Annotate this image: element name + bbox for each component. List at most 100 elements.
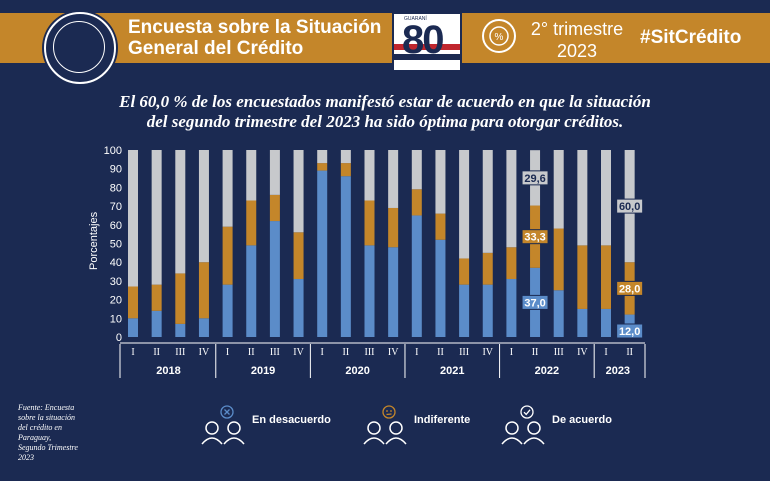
bar-desacuerdo <box>601 308 611 337</box>
bar-indiferente <box>459 258 470 285</box>
bar-desacuerdo <box>459 284 470 337</box>
x-tick-label: I <box>510 347 513 358</box>
y-tick-label: 0 <box>116 332 122 344</box>
neutral-face-icon <box>382 405 396 419</box>
y-tick-label: 20 <box>110 295 122 307</box>
year-label: 2022 <box>535 365 559 377</box>
title-line-2: General del Crédito <box>128 38 304 59</box>
bar-de-acuerdo <box>411 150 422 190</box>
bar-desacuerdo <box>151 310 162 337</box>
bar-desacuerdo <box>482 284 493 337</box>
x-tick-label: I <box>415 347 418 358</box>
x-tick-label: III <box>175 347 185 358</box>
x-tick-label: II <box>626 347 633 358</box>
bar-de-acuerdo <box>198 150 209 263</box>
bar-de-acuerdo <box>222 150 233 227</box>
bar-desacuerdo <box>506 279 517 337</box>
bar-de-acuerdo <box>482 150 493 253</box>
bar-desacuerdo <box>553 290 564 337</box>
data-label-box <box>521 170 549 186</box>
bar-desacuerdo <box>388 247 399 337</box>
x-tick-label: IV <box>388 347 399 358</box>
year-label: 2018 <box>156 365 180 377</box>
bar-desacuerdo <box>435 239 446 337</box>
bar-desacuerdo <box>175 323 186 337</box>
check-circle-icon <box>520 405 534 419</box>
bar-desacuerdo <box>577 308 588 337</box>
x-tick-label: I <box>321 347 324 358</box>
bar-de-acuerdo <box>175 150 186 274</box>
bar-desacuerdo <box>128 318 138 337</box>
bank-logo-ring <box>53 21 105 73</box>
anniversary-logo: GUARANÍ 80 <box>394 14 460 70</box>
y-tick-label: 70 <box>110 201 122 213</box>
bar-de-acuerdo <box>459 150 470 259</box>
bar-indiferente <box>175 273 186 324</box>
bar-indiferente <box>435 213 446 240</box>
data-label: 29,6 <box>524 173 545 185</box>
x-tick-label: II <box>437 347 444 358</box>
bar-de-acuerdo <box>246 150 257 201</box>
bar-desacuerdo <box>222 284 233 337</box>
year-label: 2019 <box>251 365 275 377</box>
y-tick-label: 50 <box>110 239 122 251</box>
anniversary-blue-stripe <box>394 54 460 60</box>
x-tick-label: II <box>343 347 350 358</box>
bar-desacuerdo <box>198 318 209 337</box>
data-label: 60,0 <box>619 201 640 213</box>
period-quarter: 2° trimestre <box>530 19 624 39</box>
bar-de-acuerdo <box>340 150 351 164</box>
headline: El 60,0 % de los encuestados manifestó e… <box>80 92 690 132</box>
bar-desacuerdo <box>317 170 328 337</box>
y-tick-label: 30 <box>110 276 122 288</box>
data-label: 12,0 <box>619 326 640 338</box>
anniversary-red-stripe <box>394 44 460 50</box>
bar-indiferente <box>601 245 611 309</box>
source-note: Fuente: Encuesta sobre la situación del … <box>18 403 78 462</box>
hashtag: #SitCrédito <box>640 27 742 48</box>
bar-de-acuerdo <box>293 150 304 233</box>
header-strip-right <box>462 13 770 63</box>
x-tick-label: III <box>365 347 375 358</box>
bar-indiferente <box>246 200 257 246</box>
bar-indiferente <box>577 245 588 309</box>
data-label: 33,3 <box>524 232 545 244</box>
x-tick-label: I <box>131 347 134 358</box>
bar-indiferente <box>411 189 422 216</box>
year-label: 2021 <box>440 365 464 377</box>
percent-chart-icon: % <box>482 19 516 53</box>
bar-desacuerdo <box>293 279 304 337</box>
x-tick-label: I <box>226 347 229 358</box>
x-tick-label: I <box>604 347 607 358</box>
y-tick-label: 80 <box>110 182 122 194</box>
bar-de-acuerdo <box>269 150 280 195</box>
data-label-box <box>521 294 549 310</box>
people-icon <box>363 421 407 445</box>
bar-desacuerdo <box>364 245 375 337</box>
bar-indiferente <box>293 232 304 280</box>
legend-label-de-acuerdo: De acuerdo <box>552 414 612 426</box>
bar-de-acuerdo <box>151 150 162 285</box>
data-label-box <box>616 198 644 214</box>
data-label: 28,0 <box>619 283 640 295</box>
bar-desacuerdo <box>340 176 351 337</box>
title-line-1: Encuesta sobre la Situación <box>128 17 382 38</box>
anniversary-number: 80 <box>402 18 444 62</box>
data-label: 37,0 <box>524 297 545 309</box>
bar-de-acuerdo <box>553 150 564 229</box>
x-tick-label: II <box>153 347 160 358</box>
x-circle-icon <box>220 405 234 419</box>
y-tick-label: 90 <box>110 164 122 176</box>
data-label-box <box>616 323 644 339</box>
bar-indiferente <box>506 247 517 280</box>
y-tick-label: 10 <box>110 313 122 325</box>
x-tick-label: IV <box>482 347 493 358</box>
page-title: Encuesta sobre la Situación General del … <box>128 17 381 59</box>
bar-de-acuerdo <box>388 150 399 208</box>
bar-de-acuerdo <box>601 150 611 246</box>
bar-indiferente <box>128 286 138 319</box>
year-label: 2020 <box>345 365 369 377</box>
x-tick-label: III <box>459 347 469 358</box>
year-label: 2023 <box>606 365 630 377</box>
